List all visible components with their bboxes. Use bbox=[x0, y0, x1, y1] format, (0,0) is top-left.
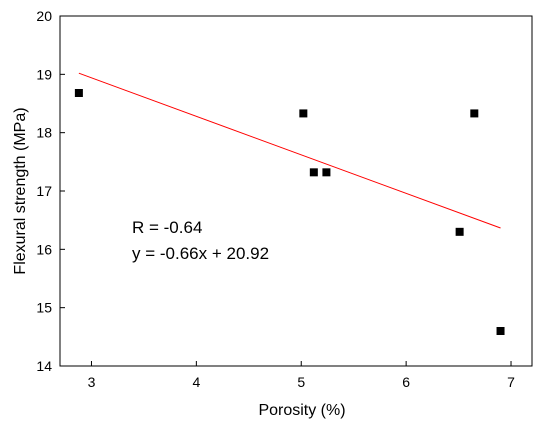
regression-equation-annotation: y = -0.66x + 20.92 bbox=[132, 244, 269, 263]
y-tick-label: 18 bbox=[36, 125, 52, 141]
plot-frame bbox=[59, 15, 533, 367]
data-point bbox=[470, 109, 479, 118]
y-tick-label: 16 bbox=[36, 241, 52, 257]
x-tick-label: 4 bbox=[192, 374, 200, 390]
y-tick-label: 17 bbox=[36, 183, 52, 199]
x-tick-label: 6 bbox=[402, 374, 410, 390]
data-point bbox=[309, 168, 318, 177]
x-tick-label: 7 bbox=[507, 374, 515, 390]
y-tick-label: 14 bbox=[36, 358, 52, 374]
x-axis-label: Porosity (%) bbox=[258, 402, 345, 419]
x-tick-label: 5 bbox=[297, 374, 305, 390]
y-axis-label: Flexural strength (MPa) bbox=[12, 107, 29, 274]
data-point bbox=[74, 89, 83, 97]
axes-group bbox=[59, 15, 533, 367]
y-tick-label: 20 bbox=[36, 8, 52, 24]
y-tick-label: 19 bbox=[36, 66, 52, 82]
y-tick-label: 15 bbox=[36, 300, 52, 316]
ticks-group: 3 4 5 6 7 14 15 16 17 18 19 20 bbox=[36, 8, 515, 390]
data-point bbox=[322, 168, 331, 177]
data-point bbox=[496, 327, 505, 335]
fit-line-group bbox=[78, 72, 501, 229]
data-point bbox=[299, 109, 308, 118]
x-tick-label: 3 bbox=[88, 374, 96, 390]
fit-line bbox=[78, 72, 501, 229]
data-point bbox=[455, 227, 464, 236]
correlation-annotation: R = -0.64 bbox=[132, 218, 202, 237]
data-points bbox=[74, 89, 505, 335]
